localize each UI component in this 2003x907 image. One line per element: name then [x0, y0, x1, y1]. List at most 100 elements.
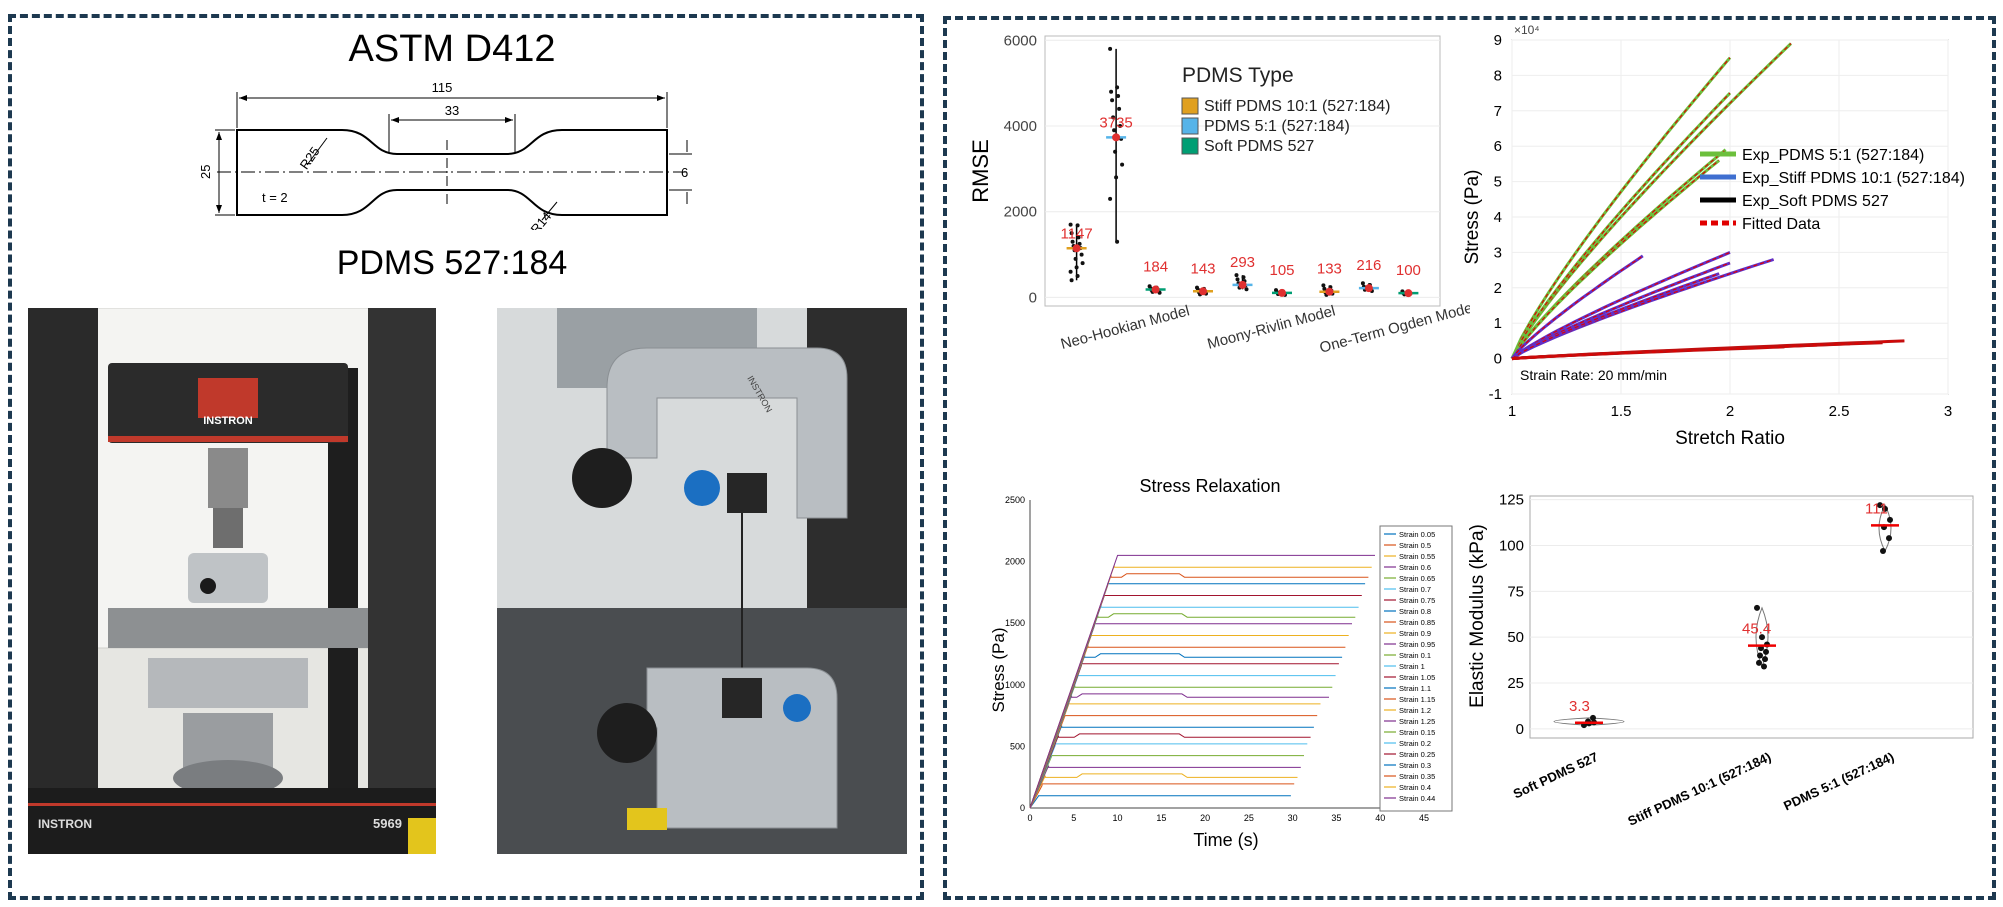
relaxation-series	[1029, 674, 1336, 809]
y-tick-label: 125	[1499, 492, 1524, 509]
y-tick-label: -1	[1489, 386, 1502, 403]
relaxation-series	[1029, 613, 1356, 809]
data-point	[1111, 115, 1116, 120]
data-point	[1108, 196, 1113, 201]
legend-label: Strain 0.35	[1399, 772, 1435, 781]
data-point	[1234, 273, 1239, 278]
data-point	[1120, 162, 1125, 167]
mean-label: 184	[1143, 259, 1168, 276]
x-tick-label: 40	[1375, 813, 1385, 823]
y-tick-label: 8	[1494, 67, 1502, 84]
data-point	[1114, 175, 1119, 180]
legend-swatch	[1181, 97, 1199, 115]
data-point	[1757, 652, 1763, 659]
data-point	[1880, 548, 1886, 554]
relaxation-series	[1029, 795, 1291, 809]
x-tick-label: 20	[1200, 813, 1210, 823]
data-point	[1108, 46, 1113, 51]
relaxation-series	[1029, 773, 1298, 809]
y-tick-label: 1000	[1005, 680, 1025, 690]
standard-title: ASTM D412	[348, 28, 556, 70]
mean-label: 105	[1269, 262, 1294, 279]
data-point	[1241, 275, 1246, 280]
relaxation-series	[1029, 703, 1321, 809]
x-tick-label: 1	[1508, 403, 1516, 420]
x-tick-label: PDMS 5:1 (527:184)	[1781, 749, 1896, 813]
legend-label: Strain 0.4	[1399, 783, 1431, 792]
data-point	[1069, 231, 1074, 236]
dim-neck: 6	[681, 165, 688, 180]
legend-label: Exp_Soft PDMS 527	[1742, 193, 1889, 210]
data-point	[1109, 89, 1114, 94]
x-tick-label: 35	[1331, 813, 1341, 823]
elastic-modulus-chart: 0 25 50 75 100 125 Elastic Modulus (kPa) Soft P…	[1467, 492, 1974, 829]
relaxation-series	[1029, 623, 1352, 809]
data-point	[1877, 502, 1883, 509]
legend-label: Stiff PDMS 10:1 (527:184)	[1204, 98, 1390, 115]
y-tick-label: 9	[1494, 32, 1502, 49]
plot-area	[1044, 35, 1441, 307]
x-axis-label: Time (s)	[1193, 830, 1258, 850]
y-tick-label: 100	[1499, 538, 1524, 555]
x-tick-label: 2.5	[1829, 403, 1850, 420]
y-tick-label: 500	[1010, 741, 1025, 751]
mean-marker	[1238, 280, 1247, 289]
data-point	[1076, 235, 1081, 240]
relaxation-series	[1029, 725, 1314, 809]
data-point	[1068, 269, 1073, 274]
x-axis-label: Stretch Ratio	[1675, 428, 1785, 449]
relaxation-series	[1029, 653, 1343, 809]
mean-marker	[1112, 133, 1121, 142]
data-point	[1756, 659, 1762, 666]
photo-testing-machine: INSTRON INSTRON 5969	[28, 308, 436, 854]
y-tick-label: 5	[1494, 174, 1502, 191]
relaxation-series	[1029, 733, 1311, 809]
relaxation-series	[1029, 645, 1346, 809]
legend-label: Strain 0.25	[1399, 750, 1435, 759]
thickness-label: t = 2	[262, 190, 288, 205]
fitted-curve	[1511, 43, 1792, 359]
x-tick-label: 0	[1027, 813, 1032, 823]
fitted-curve	[1511, 255, 1644, 359]
y-axis-label: Stress (Pa)	[989, 627, 1008, 712]
mean-label: 293	[1230, 254, 1255, 271]
data-point	[1074, 265, 1079, 270]
data-point	[1110, 98, 1115, 103]
mean-marker	[1151, 285, 1160, 294]
data-point	[1113, 149, 1118, 154]
x-tick-label: Soft PDMS 527	[1511, 749, 1600, 801]
y-axis-label: RMSE	[970, 139, 993, 203]
exponent-label: ×10⁴	[1514, 23, 1540, 37]
data-point	[1882, 505, 1888, 512]
legend-label: Strain 0.55	[1399, 552, 1435, 561]
legend-box	[1379, 525, 1453, 812]
x-tick-label: 25	[1244, 813, 1254, 823]
mean-label: 3.3	[1569, 698, 1590, 715]
data-point	[1887, 516, 1893, 523]
mean-marker	[1072, 244, 1081, 253]
legend-label: Strain 1.15	[1399, 695, 1435, 704]
relaxation-series	[1029, 565, 1372, 809]
data-point	[1763, 648, 1769, 655]
legend-label: Strain 1.2	[1399, 706, 1431, 715]
data-point	[1754, 604, 1760, 611]
x-tick-label: 30	[1288, 813, 1298, 823]
fitted-curve	[1511, 57, 1731, 359]
relaxation-series	[1029, 765, 1301, 809]
legend-label: Strain 0.85	[1399, 618, 1435, 627]
legend-label: Strain 0.5	[1399, 541, 1431, 550]
legend-label: Exp_PDMS 5:1 (527:184)	[1742, 147, 1924, 164]
x-tick-label: 15	[1156, 813, 1166, 823]
photo1-brand: INSTRON	[203, 415, 253, 427]
relaxation-series	[1029, 743, 1308, 809]
x-tick-label: Stiff PDMS 10:1 (527:184)	[1625, 749, 1773, 829]
data-point	[1115, 239, 1120, 244]
data-point	[1118, 124, 1123, 128]
relaxation-series	[1029, 595, 1362, 809]
relaxation-series	[1029, 715, 1318, 809]
y-tick-label: 7	[1494, 103, 1502, 120]
x-tick-label: 3	[1944, 403, 1952, 420]
y-tick-label: 0	[1020, 803, 1025, 813]
legend-label: Strain 0.8	[1399, 607, 1431, 616]
data-point	[1116, 94, 1121, 98]
